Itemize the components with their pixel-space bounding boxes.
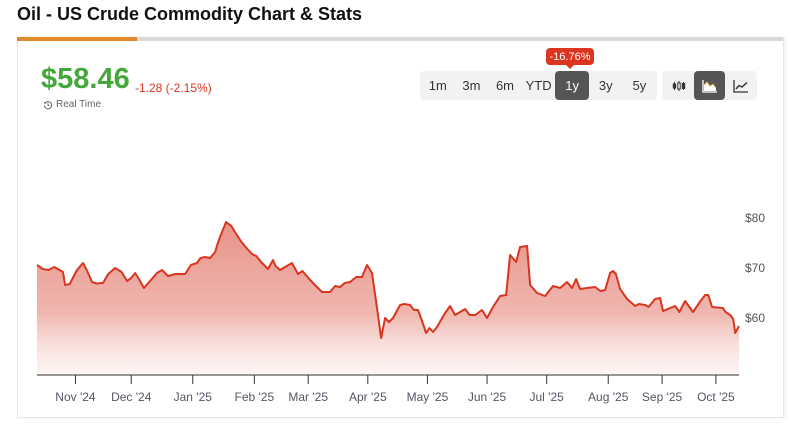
- candlestick-icon: [672, 80, 685, 91]
- x-tick-label: Nov '24: [55, 390, 96, 404]
- price-area-fill: [37, 222, 739, 375]
- page-title: Oil - US Crude Commodity Chart & Stats: [17, 4, 363, 24]
- card-top-bar: [17, 37, 783, 41]
- x-tick-label: Oct '25: [697, 390, 735, 404]
- line-chart-button[interactable]: [725, 71, 756, 100]
- real-time-label: Real Time: [56, 99, 102, 110]
- area-chart-icon: [701, 79, 717, 93]
- x-tick-label: Aug '25: [588, 390, 629, 404]
- range-6m-button[interactable]: 6m: [495, 78, 515, 93]
- chart-type-selector: [662, 71, 757, 100]
- range-1m-button[interactable]: 1m: [428, 78, 447, 93]
- y-tick-label: $70: [745, 261, 765, 275]
- y-tick-label: $60: [745, 311, 765, 325]
- x-tick-label: Feb '25: [235, 390, 275, 404]
- x-tick-label: Dec '24: [111, 390, 152, 404]
- chart-card: [17, 37, 784, 418]
- x-tick-label: Jan '25: [174, 390, 213, 404]
- candlestick-chart-button[interactable]: [663, 71, 694, 100]
- range-1y-button[interactable]: 1y: [555, 71, 589, 100]
- real-time-indicator: Real Time: [43, 99, 101, 110]
- x-tick-label: May '25: [407, 390, 449, 404]
- current-price: $58.46: [41, 63, 130, 95]
- range-5y-button[interactable]: 5y: [632, 78, 647, 93]
- range-3m-button[interactable]: 3m: [462, 78, 481, 93]
- x-tick-label: Apr '25: [349, 390, 387, 404]
- range-3y-button[interactable]: 3y: [598, 78, 613, 93]
- x-tick-label: Jul '25: [530, 390, 565, 404]
- price-change: -1.28 (-2.15%): [135, 81, 212, 95]
- x-tick-label: Sep '25: [642, 390, 683, 404]
- x-tick-label: Jun '25: [468, 390, 507, 404]
- range-change-badge: -16.76%: [546, 48, 594, 69]
- card-accent-bar: [17, 37, 137, 41]
- range-selector: 1m 3m 6m YTD 1y 3y 5y: [420, 71, 658, 100]
- price-line: [36, 221, 740, 339]
- range-ytd-button[interactable]: YTD: [525, 78, 552, 93]
- y-tick-label: $80: [745, 211, 765, 225]
- history-clock-icon: [43, 100, 53, 109]
- x-tick-label: Mar '25: [288, 390, 328, 404]
- area-chart-button[interactable]: [694, 71, 725, 100]
- line-chart-icon: [732, 79, 748, 93]
